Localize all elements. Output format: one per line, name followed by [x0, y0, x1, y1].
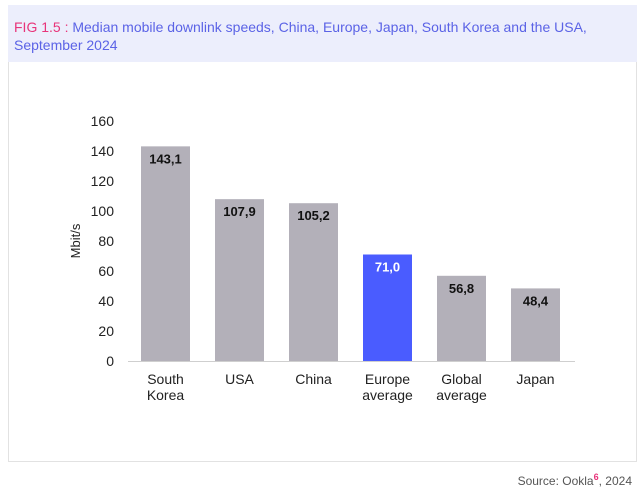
source-text: Source: Ookla [517, 474, 594, 488]
y-tick-label: 160 [91, 113, 115, 129]
bar-value-label: 56,8 [449, 281, 474, 296]
bar [215, 199, 264, 361]
x-tick-label: average [362, 387, 413, 403]
source-footnote: 6 [593, 472, 599, 482]
y-tick-label: 140 [91, 143, 115, 159]
y-tick-label: 100 [91, 203, 115, 219]
bar-value-label: 71,0 [375, 260, 400, 275]
x-tick-label: Japan [516, 371, 554, 387]
y-tick-label: 60 [98, 263, 114, 279]
bar-value-label: 107,9 [223, 204, 256, 219]
x-tick-label: USA [225, 371, 254, 387]
bar [511, 288, 560, 361]
bar [437, 275, 486, 361]
y-axis-label: Mbit/s [68, 223, 83, 258]
y-tick-label: 20 [98, 323, 114, 339]
bar [289, 203, 338, 361]
figure-header [8, 5, 637, 62]
x-tick-label: Korea [147, 387, 185, 403]
figure-label: FIG 1.5 : [14, 19, 69, 35]
bar-value-label: 48,4 [523, 293, 549, 308]
y-tick-label: 0 [106, 353, 114, 369]
bar [363, 254, 412, 361]
chart-frame [8, 62, 637, 462]
bar-value-label: 105,2 [297, 208, 330, 223]
source-note: Source: Ookla6, 2024 [518, 472, 632, 488]
y-tick-label: 80 [98, 233, 114, 249]
figure-title: FIG 1.5 : Median mobile downlink speeds,… [14, 18, 614, 54]
x-tick-label: China [295, 371, 332, 387]
source-year: , 2024 [598, 474, 632, 488]
x-tick-label: Global [441, 371, 481, 387]
x-tick-label: South [147, 371, 184, 387]
x-tick-label: average [436, 387, 487, 403]
figure-title-text: Median mobile downlink speeds, China, Eu… [14, 19, 587, 53]
x-tick-label: Europe [365, 371, 410, 387]
bar [141, 146, 190, 361]
y-tick-label: 120 [91, 173, 115, 189]
bar-value-label: 143,1 [149, 151, 182, 166]
y-tick-label: 40 [98, 293, 114, 309]
